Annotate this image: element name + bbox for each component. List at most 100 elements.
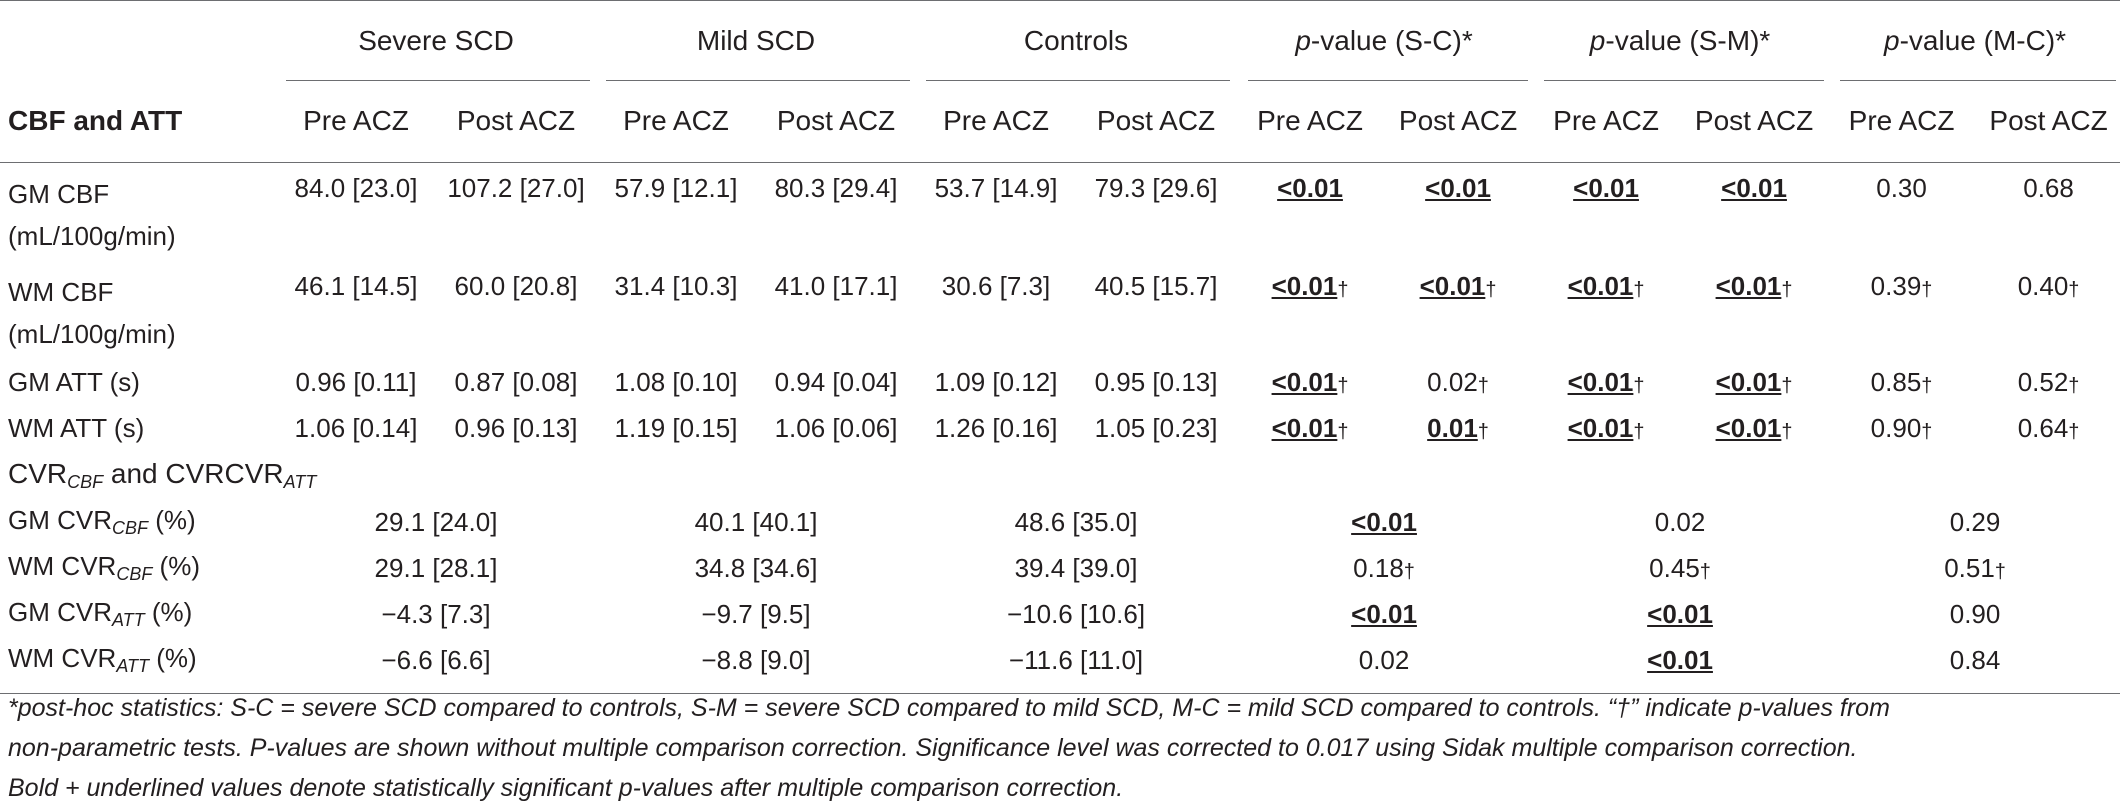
cell-pvalue: 0.02†	[1384, 359, 1532, 405]
section-title-cvr: CVRCBF and CVRCVRATT	[0, 451, 2120, 499]
cell-pvalue: <0.01	[1532, 163, 1680, 262]
sub-header-post: Post ACZ	[1975, 80, 2120, 163]
sub-header-row: CBF and ATT Pre ACZ Post ACZ Pre ACZ Pos…	[0, 80, 2120, 163]
table-row: WM ATT (s) 1.06 [0.14] 0.96 [0.13] 1.19 …	[0, 405, 2120, 451]
group-severe-scd: Severe SCD	[276, 0, 596, 81]
pvalue-text: <0.01	[1419, 271, 1486, 301]
table-row: WM CBF (mL/100g/min) 46.1 [14.5] 60.0 [2…	[0, 261, 2120, 359]
dagger-mark: †	[1781, 374, 1793, 397]
significant-pvalue: <0.01	[1647, 644, 1713, 675]
cell-value: 1.19 [0.15]	[614, 412, 738, 443]
cell-value: 1.05 [0.23]	[1094, 412, 1218, 443]
pvalue-text: 0.64	[2017, 412, 2069, 443]
pvalue-text: <0.01	[1567, 412, 1634, 443]
cell-value: 0.87 [0.08]	[454, 366, 578, 397]
row-label: GM CVRATT (%)	[0, 591, 276, 637]
dagger-mark: †	[2068, 279, 2080, 301]
row-label-text: WM CVR	[8, 643, 117, 673]
cell-value: 41.0 [17.1]	[774, 271, 898, 301]
row-label-header: CBF and ATT	[0, 80, 276, 163]
row-label-text: GM CVR	[8, 505, 112, 535]
row-label-text: WM CVR	[8, 551, 117, 581]
row-label-text: (%)	[149, 643, 197, 673]
pvalue-text: <0.01	[1271, 366, 1338, 397]
significant-pvalue: <0.01†	[1716, 367, 1793, 397]
pvalue-text: 0.51	[1944, 552, 1995, 583]
cell-pvalue: 0.30	[1876, 173, 1927, 203]
dagger-mark: †	[1633, 420, 1645, 443]
cell-value: 60.0 [20.8]	[454, 271, 578, 301]
cell-pvalue: <0.01†	[1384, 261, 1532, 359]
cell-value: 107.2 [27.0]	[447, 173, 585, 203]
row-label-text: (%)	[152, 551, 200, 581]
cell-value: 79.3 [29.6]	[1094, 173, 1218, 203]
cell-value: 39.4 [39.0]	[1014, 552, 1138, 583]
footnote-line: *post-hoc statistics: S-C = severe SCD c…	[8, 694, 1890, 722]
cell-pvalue: <0.01†	[1680, 405, 1828, 451]
dagger-mark: †	[1337, 420, 1349, 443]
cell-value: 0.95 [0.13]	[1094, 366, 1218, 397]
sub-header-pre: Pre ACZ	[276, 80, 436, 163]
significant-pvalue: <0.01	[1351, 506, 1417, 537]
cell-value: 1.26 [0.16]	[934, 412, 1058, 443]
cell-value: 80.3 [29.4]	[774, 173, 898, 203]
dagger-mark: †	[1337, 374, 1349, 397]
footnote-line: Bold + underlined values denote statisti…	[8, 774, 1124, 802]
row-label-sub: CBF	[112, 518, 148, 538]
group-rule-psc	[1248, 80, 1528, 81]
cell-pvalue: <0.01	[1384, 163, 1532, 262]
cell-value: 57.9 [12.1]	[614, 173, 738, 203]
p-italic: p	[1884, 24, 1900, 56]
group-controls: Controls	[916, 0, 1237, 81]
table-row: WM CVRCBF (%) 29.1 [28.1] 34.8 [34.6] 39…	[0, 545, 2120, 591]
group-pvalue-mc-label: -value (M-C)*	[1899, 24, 2067, 56]
cell-pvalue: 0.51†	[1828, 545, 2120, 591]
cell-pvalue: 0.85†	[1828, 359, 1975, 405]
cell-value: 0.96 [0.13]	[454, 412, 578, 443]
sub-header-pre: Pre ACZ	[1236, 80, 1385, 163]
dagger-mark: †	[1485, 279, 1497, 301]
significant-pvalue: <0.01†	[1568, 271, 1645, 301]
section-title-part: CVR	[224, 457, 284, 489]
group-mild-scd-label: Mild SCD	[696, 24, 816, 56]
row-label-sub: CBF	[116, 564, 153, 584]
section-title-sub: ATT	[283, 471, 317, 492]
cell-value: −9.7 [9.5]	[701, 598, 811, 629]
cell-value: 30.6 [7.3]	[941, 271, 1051, 301]
group-pvalue-sc-label: -value (S-C)*	[1310, 24, 1473, 56]
cell-pvalue: 0.29	[1949, 506, 2001, 537]
pvalue-text: 0.01	[1427, 412, 1478, 443]
table-row: GM CBF (mL/100g/min) 84.0 [23.0] 107.2 […	[0, 163, 2120, 262]
table-row: GM CVRATT (%) −4.3 [7.3] −9.7 [9.5] −10.…	[0, 591, 2120, 637]
row-label-text: (%)	[144, 597, 193, 627]
dagger-mark: †	[2068, 420, 2080, 443]
results-table: Severe SCD Mild SCD Controls p-value (S-…	[0, 0, 2120, 694]
group-severe-scd-label: Severe SCD	[358, 24, 514, 56]
cell-pvalue: <0.01†	[1532, 359, 1680, 405]
group-header-empty	[0, 0, 276, 81]
dagger-mark: †	[2068, 374, 2080, 397]
dagger-mark: †	[1337, 279, 1349, 301]
results-table-wrapper: Severe SCD Mild SCD Controls p-value (S-…	[0, 0, 2120, 694]
cell-pvalue: <0.01†	[1236, 405, 1384, 451]
cell-pvalue: <0.01†	[1236, 261, 1384, 359]
pvalue-text: 0.90	[1870, 412, 1922, 443]
cell-pvalue: 0.52†	[1975, 359, 2120, 405]
bottom-rule-cell	[0, 683, 2120, 694]
pvalue-text: <0.01	[1715, 366, 1782, 397]
section-title-part: CVR	[8, 457, 68, 489]
pvalue-text: <0.01	[1271, 271, 1338, 301]
cell-pvalue: 0.18†	[1236, 545, 1532, 591]
cell-value: 1.06 [0.14]	[294, 412, 418, 443]
significant-pvalue: <0.01	[1277, 173, 1343, 203]
cell-value: −6.6 [6.6]	[381, 644, 491, 675]
cell-value: −10.6 [10.6]	[1006, 598, 1146, 629]
dagger-mark: †	[1699, 560, 1711, 583]
sub-header-pre: Pre ACZ	[596, 80, 756, 163]
sub-header-pre: Pre ACZ	[1828, 80, 1976, 163]
sub-header-post: Post ACZ	[756, 80, 917, 163]
cell-pvalue: 0.84	[1949, 644, 2001, 675]
pvalue-text: <0.01	[1567, 366, 1634, 397]
p-italic: p	[1295, 24, 1311, 56]
group-rule-psm	[1544, 80, 1824, 81]
